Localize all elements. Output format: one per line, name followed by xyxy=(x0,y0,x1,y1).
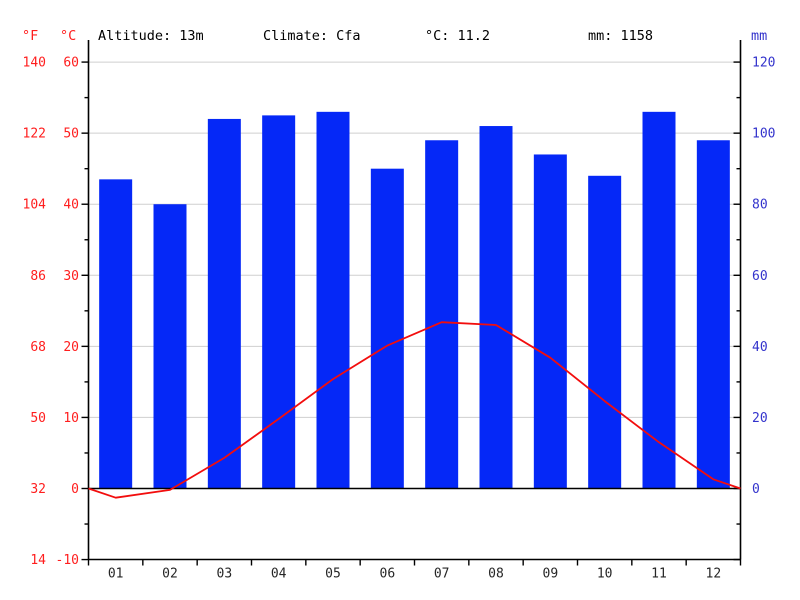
temp-tick-label-f: 122 xyxy=(23,127,46,142)
temp-tick-label-f: 140 xyxy=(23,56,46,71)
precip-bar-07 xyxy=(425,140,459,489)
mean-temperature-label: °C: 11.2 xyxy=(425,28,490,44)
temp-tick-label-f: 104 xyxy=(23,198,47,213)
precip-tick-label-mm: 40 xyxy=(752,340,768,355)
month-label: 07 xyxy=(434,567,450,582)
temp-tick-label-f: 68 xyxy=(30,340,46,355)
temp-tick-label-f: 86 xyxy=(30,269,46,284)
month-label: 02 xyxy=(162,567,178,582)
precip-tick-label-mm: 120 xyxy=(752,56,775,71)
precip-tick-label-mm: 20 xyxy=(752,411,768,426)
annual-precipitation-label: mm: 1158 xyxy=(588,28,653,44)
fahrenheit-axis-unit: °F xyxy=(22,28,38,44)
precip-bar-10 xyxy=(588,175,622,489)
climate-classification-label: Climate: Cfa xyxy=(263,28,361,44)
temp-tick-label-c: 0 xyxy=(71,482,79,497)
month-label: 10 xyxy=(597,567,613,582)
precip-bar-03 xyxy=(207,118,241,489)
precip-bar-04 xyxy=(262,115,296,489)
temp-tick-label-c: 10 xyxy=(63,411,79,426)
month-label: 06 xyxy=(380,567,396,582)
precipitation-bars-group xyxy=(99,111,730,489)
precip-bar-12 xyxy=(696,140,730,489)
celsius-axis-unit: °C xyxy=(60,28,76,44)
temperature-line-group xyxy=(88,321,741,499)
altitude-label: Altitude: 13m xyxy=(98,28,204,44)
precip-bar-08 xyxy=(479,126,513,489)
temp-tick-label-c: 50 xyxy=(63,127,79,142)
precip-bar-01 xyxy=(99,179,133,489)
precip-tick-label-mm: 60 xyxy=(752,269,768,284)
precip-bar-09 xyxy=(533,154,567,489)
axes-group xyxy=(81,40,742,566)
gridlines-group xyxy=(88,61,741,418)
temp-tick-label-f: 50 xyxy=(30,411,46,426)
month-label: 01 xyxy=(108,567,124,582)
temperature-line xyxy=(88,321,741,499)
temp-tick-label-f: 14 xyxy=(30,553,46,568)
precip-tick-label-mm: 80 xyxy=(752,198,768,213)
precip-tick-label-mm: 0 xyxy=(752,482,760,497)
month-label: 09 xyxy=(543,567,559,582)
temp-tick-label-f: 32 xyxy=(30,482,46,497)
month-label: 12 xyxy=(706,567,722,582)
precip-bar-02 xyxy=(153,204,187,489)
temp-tick-label-c: 30 xyxy=(63,269,79,284)
temp-tick-label-c: 40 xyxy=(63,198,79,213)
month-label: 08 xyxy=(488,567,504,582)
millimeter-axis-unit: mm xyxy=(751,28,767,44)
month-label: 04 xyxy=(271,567,287,582)
month-label: 05 xyxy=(325,567,341,582)
precip-tick-label-mm: 100 xyxy=(752,127,775,142)
precip-bar-11 xyxy=(642,111,676,489)
temp-tick-label-c: 20 xyxy=(63,340,79,355)
month-label: 03 xyxy=(217,567,233,582)
temp-tick-label-c: 60 xyxy=(63,56,79,71)
precip-bar-06 xyxy=(370,168,404,489)
precip-bar-05 xyxy=(316,111,350,489)
temp-tick-label-c: -10 xyxy=(56,553,79,568)
month-label: 11 xyxy=(651,567,667,582)
